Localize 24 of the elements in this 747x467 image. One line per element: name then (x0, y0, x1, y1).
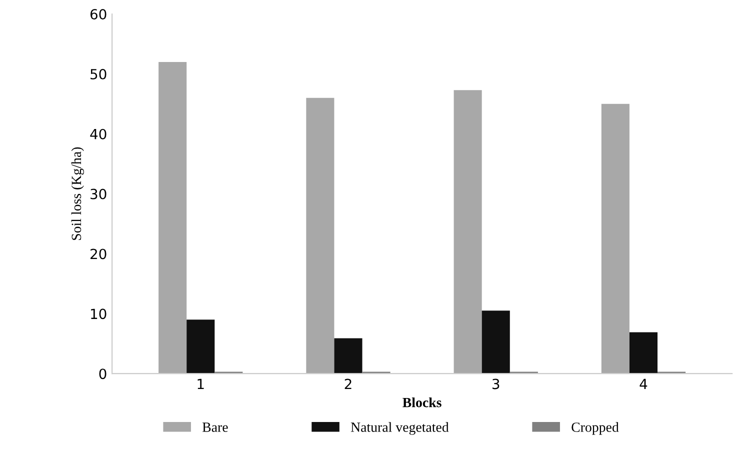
x-tick-label: 3 (492, 378, 500, 390)
legend-label: Natural vegetated (350, 422, 449, 435)
x-axis-title: Blocks (402, 397, 442, 408)
y-tick-label: 30 (90, 188, 106, 200)
y-tick-label: 60 (90, 8, 106, 20)
bar (601, 104, 630, 374)
y-tick-label: 50 (90, 68, 106, 80)
bar (454, 90, 482, 374)
bar (482, 310, 510, 374)
y-tick-label: 40 (90, 128, 106, 140)
legend-label: Cropped (572, 422, 619, 435)
bar (306, 98, 334, 374)
bar (186, 320, 215, 374)
bar (334, 338, 362, 374)
y-axis-title: Soil loss (Kg/ha) (71, 147, 84, 240)
y-tick-label: 0 (99, 368, 106, 380)
x-tick-label: 4 (640, 378, 648, 390)
bar (629, 332, 658, 374)
legend-label: Bare (202, 422, 228, 432)
x-tick-label: 2 (344, 378, 352, 390)
x-tick-label: 1 (198, 378, 204, 390)
y-tick-label: 10 (91, 308, 106, 320)
bar (158, 62, 187, 374)
y-tick-label: 20 (90, 248, 106, 260)
